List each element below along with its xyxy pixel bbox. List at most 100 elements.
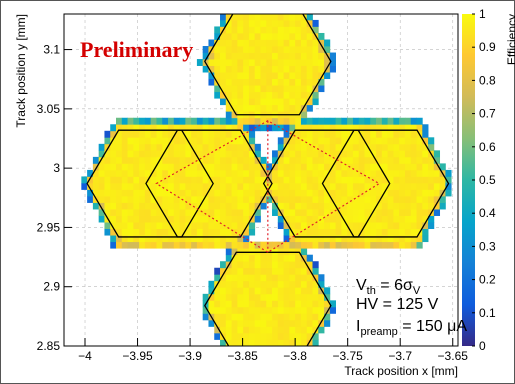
heatmap-cell xyxy=(306,72,313,80)
heatmap-cell xyxy=(220,176,227,184)
heatmap-cell xyxy=(133,117,140,125)
heatmap-cell xyxy=(243,59,250,66)
heatmap-cell xyxy=(243,176,250,184)
heatmap-cell xyxy=(387,209,394,216)
heatmap-cell xyxy=(179,117,186,125)
heatmap-cell xyxy=(272,124,279,132)
heatmap-cell xyxy=(179,189,186,197)
heatmap-cell xyxy=(318,215,325,223)
heatmap-cell xyxy=(266,300,273,308)
heatmap-cell xyxy=(225,46,232,53)
heatmap-cell xyxy=(306,189,313,197)
heatmap-cell xyxy=(387,176,394,184)
heatmap-cell xyxy=(116,235,123,243)
heatmap-cell xyxy=(387,156,394,164)
heatmap-cell xyxy=(214,241,221,249)
heatmap-cell xyxy=(231,143,238,151)
heatmap-cell xyxy=(289,65,296,73)
heatmap-cell xyxy=(150,124,157,132)
heatmap-cell xyxy=(283,26,290,34)
palette-tick-label: 0.8 xyxy=(479,73,496,87)
heatmap-cell xyxy=(277,19,284,27)
heatmap-cell xyxy=(81,182,88,190)
heatmap-cell xyxy=(98,156,105,164)
heatmap-cell xyxy=(220,241,227,249)
heatmap-cell xyxy=(283,169,290,177)
heatmap-cell xyxy=(300,85,308,93)
heatmap-cell xyxy=(243,287,250,295)
palette-tick-label: 0.9 xyxy=(479,40,496,54)
heatmap-cell xyxy=(243,280,250,288)
heatmap-cell xyxy=(283,59,290,66)
heatmap-cell xyxy=(289,98,296,106)
heatmap-cell xyxy=(300,235,308,243)
heatmap-cell xyxy=(214,176,221,184)
heatmap-cell xyxy=(231,182,238,190)
heatmap-cell xyxy=(277,222,284,230)
heatmap-cell xyxy=(341,137,348,145)
heatmap-cell xyxy=(283,137,290,145)
heatmap-cell xyxy=(220,163,227,171)
heatmap-cell xyxy=(220,182,227,190)
heatmap-cell xyxy=(306,306,313,314)
heatmap-cell xyxy=(220,91,227,99)
heatmap-cell xyxy=(295,91,302,99)
heatmap-cell xyxy=(243,319,250,327)
heatmap-cell xyxy=(289,52,296,60)
heatmap-cell xyxy=(173,130,180,138)
heatmap-cell xyxy=(352,222,360,230)
palette-tick-label: 0.5 xyxy=(479,173,496,187)
heatmap-cell xyxy=(306,176,313,184)
heatmap-cell xyxy=(277,332,284,340)
heatmap-cell xyxy=(156,189,163,197)
heatmap-cell xyxy=(387,202,394,210)
heatmap-cell xyxy=(272,300,279,308)
heatmap-cell xyxy=(98,209,105,216)
heatmap-cell xyxy=(248,339,256,346)
heatmap-cell xyxy=(358,124,365,132)
heatmap-cell xyxy=(277,91,284,99)
heatmap-cell xyxy=(98,202,105,210)
heatmap-cell xyxy=(300,248,308,256)
heatmap-cell xyxy=(376,182,383,190)
heatmap-cell xyxy=(416,222,423,230)
heatmap-cell xyxy=(214,130,221,138)
heatmap-cell xyxy=(225,332,232,340)
heatmap-cell xyxy=(272,313,279,321)
heatmap-cell xyxy=(312,137,319,145)
heatmap-cell xyxy=(272,98,279,106)
heatmap-cell xyxy=(144,150,152,158)
heatmap-cell xyxy=(318,150,325,158)
heatmap-cell xyxy=(196,222,204,230)
heatmap-cell xyxy=(306,319,313,327)
heatmap-cell xyxy=(110,241,117,249)
heatmap-cell xyxy=(416,215,423,223)
heatmap-cell xyxy=(266,280,273,288)
heatmap-cell xyxy=(266,124,273,132)
heatmap-cell xyxy=(116,137,123,145)
heatmap-cell xyxy=(300,241,308,249)
heatmap-cell xyxy=(179,143,186,151)
heatmap-cell xyxy=(381,156,389,164)
heatmap-cell xyxy=(289,85,296,93)
heatmap-cell xyxy=(324,150,331,158)
heatmap-cell xyxy=(220,52,227,60)
heatmap-cell xyxy=(376,130,383,138)
dotted-region-lines xyxy=(155,120,381,254)
heatmap-cell xyxy=(300,176,308,184)
heatmap-cell xyxy=(220,189,227,197)
heatmap-cell xyxy=(318,137,325,145)
heatmap-cell xyxy=(110,189,117,197)
heatmap-cell xyxy=(272,254,279,262)
heatmap-cell xyxy=(225,248,232,256)
heatmap-cell xyxy=(121,169,128,177)
heatmap-cell xyxy=(283,274,290,282)
heatmap-cell xyxy=(116,124,123,132)
heatmap-cell xyxy=(324,228,331,236)
heatmap-cell xyxy=(220,261,227,269)
heatmap-cell xyxy=(237,222,244,230)
heatmap-cell xyxy=(254,182,261,190)
heatmap-cell xyxy=(318,46,325,53)
heatmap-cell xyxy=(139,156,146,164)
heatmap-cell xyxy=(312,156,319,164)
